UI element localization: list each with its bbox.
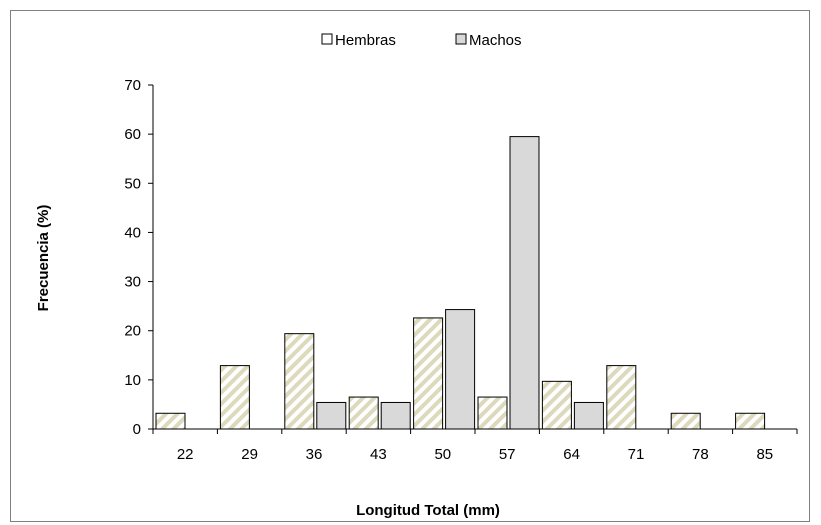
bar-machos-50 xyxy=(445,309,476,430)
x-tick-label: 43 xyxy=(370,446,387,463)
x-tick-label: 22 xyxy=(177,446,194,463)
bar-hembras-57 xyxy=(477,396,508,430)
x-tick-label: 57 xyxy=(499,446,516,463)
bar-hembras-36 xyxy=(284,333,315,430)
x-tick-label: 29 xyxy=(241,446,258,463)
bar-hembras-64 xyxy=(541,380,572,430)
bar-hembras-43 xyxy=(348,396,379,430)
x-tick-label: 78 xyxy=(692,446,709,463)
bar-machos-43 xyxy=(380,401,411,430)
legend-label-hembras: Hembras xyxy=(335,32,396,49)
x-tick-label: 71 xyxy=(628,446,645,463)
chart-frame xyxy=(10,10,810,522)
bar-machos-64 xyxy=(573,401,604,430)
bar-hembras-50 xyxy=(413,317,444,430)
x-tick-label: 50 xyxy=(434,446,451,463)
legend-swatch-machos xyxy=(455,33,467,45)
y-tick-label: 40 xyxy=(124,224,141,241)
y-tick-label: 30 xyxy=(124,274,141,291)
y-tick-label: 60 xyxy=(124,126,141,143)
x-tick-label: 64 xyxy=(563,446,580,463)
y-tick-label: 10 xyxy=(124,372,141,389)
bar-hembras-71 xyxy=(606,365,637,430)
bar-machos-57 xyxy=(509,136,540,430)
legend-swatch-hembras xyxy=(321,33,333,45)
bar-hembras-22 xyxy=(155,412,186,430)
bar-hembras-85 xyxy=(735,412,766,430)
bar-machos-36 xyxy=(316,401,347,430)
x-axis-title: Longitud Total (mm) xyxy=(356,502,500,519)
plot-area: 0 10 20 30 40 50 60 70 22 29 36 43 50 57 64 71 78 85 xyxy=(124,77,798,463)
bar-hembras-29 xyxy=(219,365,250,430)
legend: Hembras Machos xyxy=(321,32,522,49)
x-tick-label: 85 xyxy=(756,446,773,463)
legend-label-machos: Machos xyxy=(469,32,522,49)
y-tick-label: 50 xyxy=(124,175,141,192)
y-tick-label: 70 xyxy=(124,77,141,94)
y-axis-title: Frecuencia (%) xyxy=(35,205,52,312)
y-tick-label: 0 xyxy=(133,421,141,438)
x-tick-label: 36 xyxy=(306,446,323,463)
bar-hembras-78 xyxy=(670,412,701,430)
y-tick-label: 20 xyxy=(124,323,141,340)
